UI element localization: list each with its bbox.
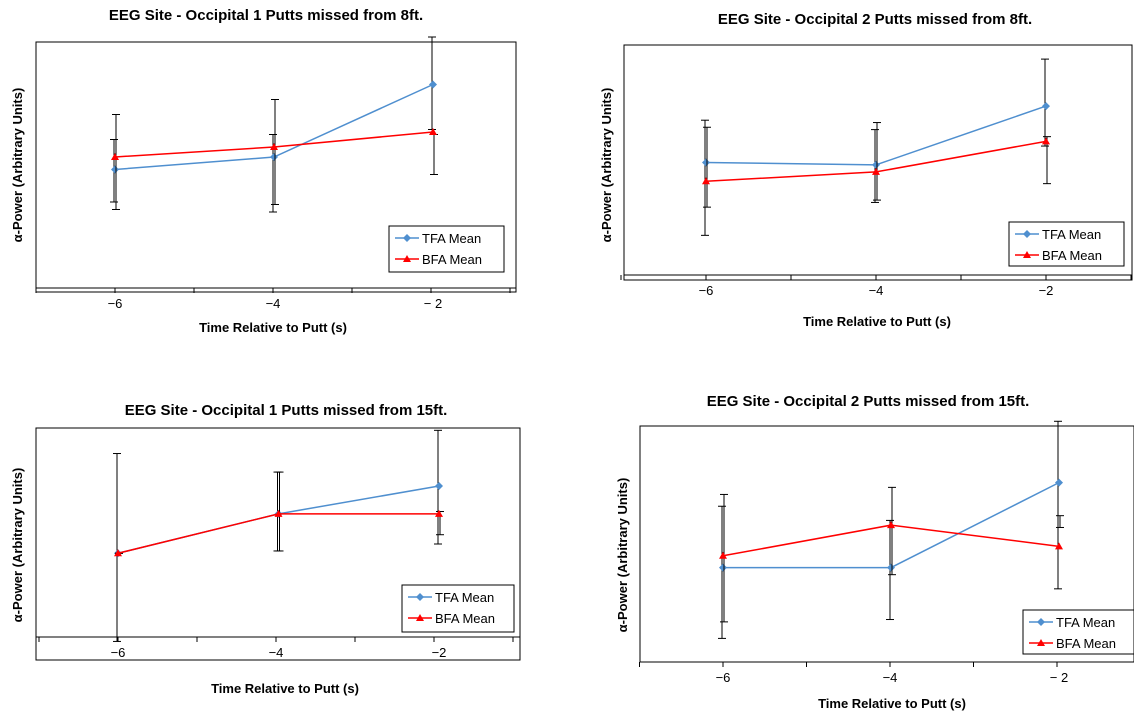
tfa-point <box>872 160 880 169</box>
legend-label: BFA Mean <box>1056 636 1116 651</box>
legend-marker <box>403 234 411 242</box>
legend-marker <box>1023 251 1031 258</box>
bfa-point <box>1055 542 1063 550</box>
x-axis-label: Time Relative to Putt (s) <box>199 320 347 335</box>
x-axis-label: Time Relative to Putt (s) <box>211 681 359 696</box>
bfa-point <box>435 509 443 517</box>
x-tick-label: −2 <box>1039 283 1054 298</box>
bfa-point <box>274 509 283 517</box>
x-tick-label: −6 <box>108 296 123 311</box>
legend-label: BFA Mean <box>422 252 482 267</box>
legend-box <box>1008 221 1125 267</box>
bfa-point <box>429 128 437 135</box>
tfa-point <box>1042 102 1050 111</box>
y-axis-label: α-Power (Arbitrary Units) <box>10 468 25 623</box>
tfa-point <box>111 165 119 174</box>
legend-marker <box>416 593 424 601</box>
legend-marker <box>1023 230 1031 238</box>
bfa-point <box>270 143 278 150</box>
legend-box <box>1022 609 1134 655</box>
x-tick-label: −2 <box>432 645 447 660</box>
chart-title: EEG Site - Occipital 2 Putts missed from… <box>718 11 1032 28</box>
bfa-point <box>872 167 880 175</box>
bfa-point <box>114 549 122 557</box>
legend-label: BFA Mean <box>1042 248 1102 263</box>
tfa-point <box>887 563 895 572</box>
bfa-point <box>719 551 727 559</box>
y-axis-label: α-Power (Arbitrary Units) <box>615 478 630 633</box>
legend-label: TFA Mean <box>1042 227 1101 242</box>
x-axis-label: Time Relative to Putt (s) <box>818 696 966 711</box>
tfa-point <box>702 158 710 167</box>
bfa-point <box>887 521 895 529</box>
bfa-point <box>1042 137 1050 145</box>
x-tick-label: − 2 <box>1050 670 1068 685</box>
legend-box <box>388 225 505 273</box>
x-tick-label: −6 <box>111 645 126 660</box>
tfa-point <box>719 563 727 572</box>
x-axis-label: Time Relative to Putt (s) <box>803 314 951 329</box>
legend-label: TFA Mean <box>1056 615 1115 630</box>
chart-panel-4: −6 −4 − 2 EEG Site - Occipital 2 Putts miss… <box>615 393 1134 711</box>
tfa-point <box>435 482 443 490</box>
chart-panel-1: −6 −4 − 2 EEG Site - Occipital 1 Putts miss… <box>10 7 517 335</box>
chart-title: EEG Site - Occipital 1 Putts missed from… <box>109 7 423 24</box>
x-tick-label: −6 <box>716 670 731 685</box>
y-axis-label: α-Power (Arbitrary Units) <box>10 88 25 243</box>
chart-panel-3: −6 −4 −2 EEG Site - Occipital 1 Putts misse… <box>10 402 521 696</box>
chart-title: EEG Site - Occipital 2 Putts missed from… <box>707 393 1030 410</box>
legend-label: BFA Mean <box>435 611 495 626</box>
y-axis-label: α-Power (Arbitrary Units) <box>599 88 614 243</box>
x-tick-label: −4 <box>266 296 281 311</box>
x-tick-label: −6 <box>699 283 714 298</box>
tfa-point <box>1055 478 1063 487</box>
chart-title: EEG Site - Occipital 1 Putts missed from… <box>125 402 448 419</box>
x-tick-label: −4 <box>269 645 284 660</box>
legend-marker <box>1037 618 1045 626</box>
x-tick-label: −4 <box>869 283 884 298</box>
legend-marker <box>403 255 411 262</box>
legend-label: TFA Mean <box>435 590 494 605</box>
x-tick-label: − 2 <box>424 296 442 311</box>
legend-marker <box>416 614 424 621</box>
bfa-point <box>111 153 119 160</box>
chart-panel-2: −6 −4 −2 EEG Site - Occipital 2 Putts misse… <box>599 11 1133 329</box>
tfa-point <box>270 153 278 161</box>
bfa-point <box>702 177 710 185</box>
legend-box <box>401 584 515 633</box>
tfa-point <box>429 80 437 89</box>
legend-label: TFA Mean <box>422 231 481 246</box>
legend-marker <box>1037 639 1045 646</box>
x-tick-label: −4 <box>883 670 898 685</box>
